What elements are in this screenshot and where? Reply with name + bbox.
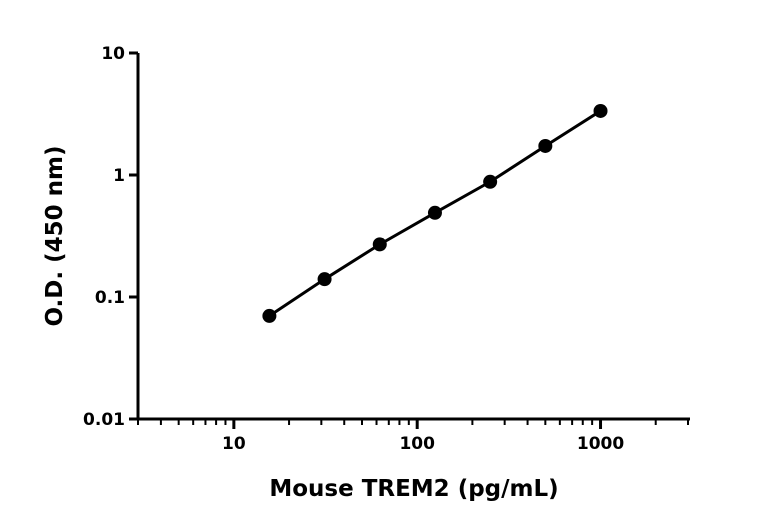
y-tick-label: 10 — [101, 44, 125, 64]
data-point — [317, 272, 332, 287]
data-point — [262, 308, 277, 323]
data-point — [483, 174, 498, 189]
data-point — [427, 205, 442, 220]
x-axis-title: Mouse TREM2 (pg/mL) — [269, 476, 558, 502]
x-tick-label: 100 — [399, 434, 435, 454]
y-tick-label: 1 — [113, 166, 125, 186]
x-tick-label: 1000 — [577, 434, 624, 454]
y-tick-label: 0.01 — [83, 410, 125, 430]
data-point — [593, 103, 608, 118]
y-tick-label: 0.1 — [95, 288, 125, 308]
x-tick-label: 10 — [222, 434, 246, 454]
data-point — [538, 138, 553, 153]
data-point — [372, 237, 387, 252]
y-axis-title: O.D. (450 nm) — [42, 145, 68, 326]
